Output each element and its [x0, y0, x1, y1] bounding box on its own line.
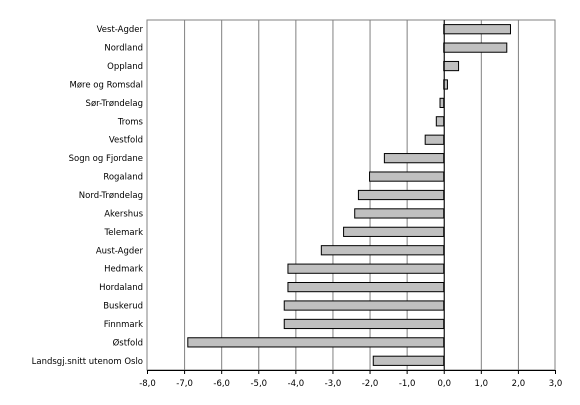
category-label: Nord-Trøndelag	[79, 191, 143, 201]
bar-oppland	[443, 60, 460, 72]
x-tick-label: 2,0	[512, 379, 526, 389]
category-label: Møre og Romsdal	[70, 80, 143, 90]
category-label: Telemark	[104, 228, 144, 238]
bar-hedmark	[287, 263, 445, 274]
x-tick-label: 3,0	[549, 379, 563, 389]
bar-nordland	[443, 42, 508, 53]
gridlines	[184, 20, 519, 370]
category-label: Aust-Agder	[96, 246, 144, 256]
plot-frame	[146, 19, 556, 371]
x-tick-label: -8,0	[139, 379, 156, 389]
category-label: Oppland	[107, 62, 143, 72]
bar-s-r-tr-ndelag	[439, 97, 445, 109]
bar--stfold	[187, 337, 445, 348]
bar-aust-agder	[320, 245, 445, 256]
category-label: Rogaland	[103, 173, 143, 183]
bars	[187, 24, 511, 366]
x-tick-label: -1,0	[399, 379, 416, 389]
category-label: Hordaland	[99, 283, 143, 293]
category-label: Vest-Agder	[97, 25, 144, 35]
bar-hordaland	[287, 282, 445, 293]
bar-telemark	[343, 226, 445, 237]
category-label: Hedmark	[104, 265, 143, 275]
x-tick-label: -2,0	[362, 379, 379, 389]
bar-rogaland	[369, 171, 445, 182]
bar-landsgj-snitt-utenom-oslo	[372, 355, 445, 366]
x-tick-label: 0,0	[437, 379, 451, 389]
category-label: Buskerud	[103, 302, 143, 312]
x-tick-label: -6,0	[213, 379, 230, 389]
bar-finnmark	[283, 318, 445, 330]
category-label: Sogn og Fjordane	[69, 154, 143, 164]
x-tick-label: -4,0	[288, 379, 305, 389]
x-tick-label: -3,0	[325, 379, 342, 389]
bar-vestfold	[424, 134, 445, 145]
category-label: Sør-Trøndelag	[86, 99, 143, 109]
bar-vest-agder	[443, 24, 511, 35]
category-label: Finnmark	[104, 320, 143, 330]
x-tick-label: 1,0	[475, 379, 489, 389]
x-tick-label: -5,0	[250, 379, 267, 389]
bar-akershus	[354, 208, 445, 219]
category-label: Akershus	[104, 209, 143, 219]
x-axis: -8,0 -7,0 -6,0 -5,0 -4,0 -3,0 -2,0 -1,0 0,0 1,0 2,…	[139, 20, 562, 389]
bar-buskerud	[283, 300, 445, 311]
category-label: Nordland	[104, 44, 143, 54]
category-labels: Vest-Agder Nordland Oppland Møre og Romsdal…	[32, 25, 144, 367]
bar-sogn-og-fjordane	[383, 153, 445, 164]
category-label: Vestfold	[109, 136, 143, 146]
category-label: Landsgj.snitt utenom Oslo	[32, 357, 143, 367]
category-label: Troms	[117, 117, 144, 127]
x-tick-label: -7,0	[176, 379, 193, 389]
bar-troms	[435, 116, 445, 127]
bar-nord-tr-ndelag	[357, 189, 445, 201]
category-label: Østfold	[113, 337, 143, 348]
